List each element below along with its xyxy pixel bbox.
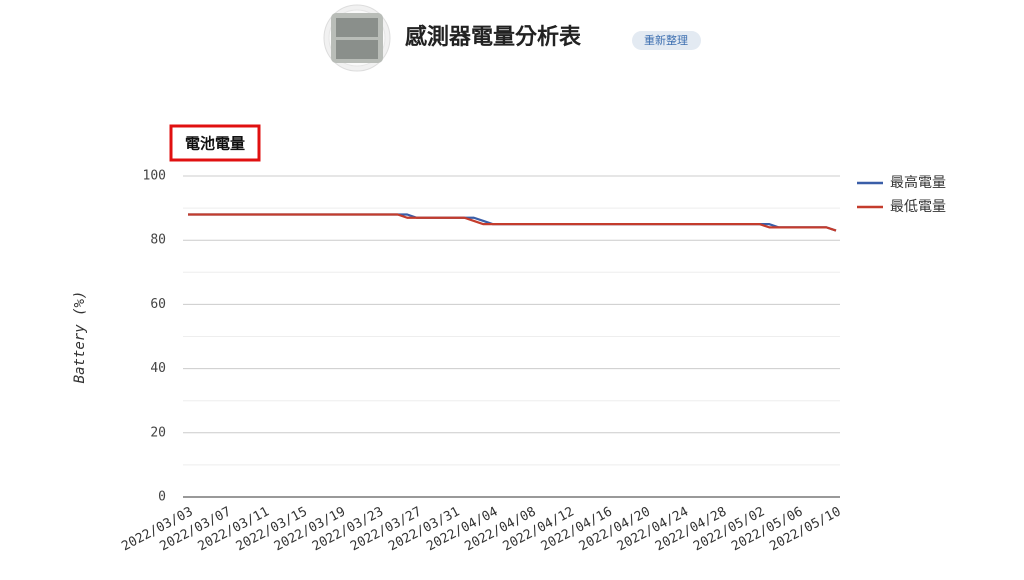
refresh-button[interactable] [632, 31, 701, 50]
legend-label: 最高電量 [890, 174, 946, 191]
y-tick-label: 40 [150, 361, 166, 376]
series-line [188, 213, 837, 232]
page-title: 感測器電量分析表 [405, 24, 582, 50]
y-axis-title: Battery (%) [72, 291, 88, 384]
legend-label: 最低電量 [890, 199, 946, 215]
y-tick-label: 60 [150, 297, 166, 312]
y-tick-label: 20 [150, 425, 166, 440]
device-icon [323, 4, 391, 72]
chart-title: 電池電量 [185, 135, 245, 153]
y-tick-label: 0 [158, 490, 166, 505]
y-tick-label: 80 [150, 233, 166, 248]
highlight-box [169, 124, 261, 162]
refresh-button-label[interactable]: 重新整理 [644, 33, 688, 47]
series-line [188, 213, 837, 232]
y-tick-label: 100 [143, 169, 166, 184]
